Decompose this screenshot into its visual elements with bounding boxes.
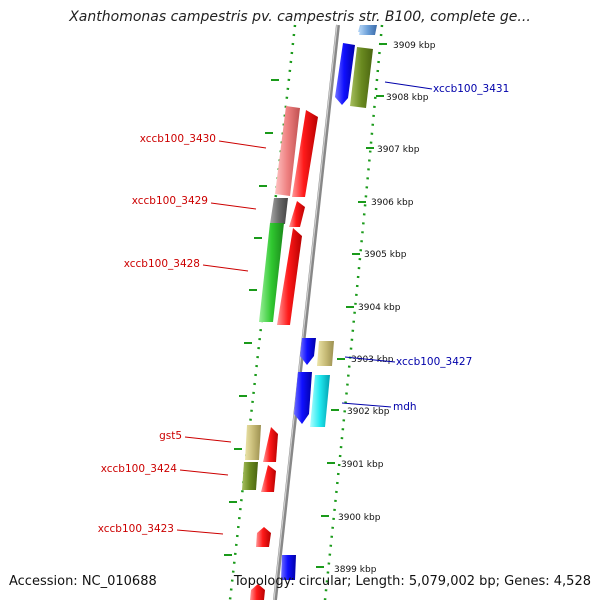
cds-gst5-khaki <box>245 425 261 460</box>
gene-label-xccb100-3424[interactable]: xccb100_3424 <box>101 463 178 475</box>
page-title: Xanthomonas campestris pv. campestris st… <box>69 9 531 25</box>
tick-label-3900: 3900 kbp <box>338 513 381 523</box>
cds-3432-sky <box>359 25 377 35</box>
reverse-strand-features <box>281 25 377 580</box>
cds-3424-red <box>261 465 276 492</box>
tick-label-3905: 3905 kbp <box>364 250 407 260</box>
cds-3428-green <box>259 223 284 322</box>
gene-label-xccb100-3428[interactable]: xccb100_3428 <box>124 258 200 270</box>
gene-label-xccb100-3429[interactable]: xccb100_3429 <box>132 195 208 207</box>
cds-3431-blue <box>335 43 355 105</box>
dotted-ring-inner <box>228 24 297 600</box>
accession-text: Accession: NC_010688 <box>9 574 157 589</box>
gene-label-xccb100-3430[interactable]: xccb100_3430 <box>140 133 216 145</box>
topology-text: Topology: circular; Length: 5,079,002 bp… <box>233 574 591 589</box>
tick-label-3907: 3907 kbp <box>377 145 420 155</box>
cds-3422-blue <box>281 555 296 580</box>
cds-3430-pink <box>275 106 300 196</box>
label-leader-lines <box>176 81 433 535</box>
gene-label-mdh[interactable]: mdh <box>393 401 417 413</box>
tick-marks <box>224 43 387 568</box>
genome-backbone-highlight <box>273 24 338 600</box>
cds-3428-red <box>277 228 302 325</box>
cds-mdh-blue <box>294 372 312 424</box>
cds-3429-red <box>289 201 305 227</box>
gene-label-xccb100-3423[interactable]: xccb100_3423 <box>98 523 174 535</box>
tick-label-3902: 3902 kbp <box>347 407 390 417</box>
tick-label-3899: 3899 kbp <box>334 565 377 575</box>
tick-label-3909: 3909 kbp <box>393 41 436 51</box>
cds-3429-gray <box>270 198 288 224</box>
cds-3430-red <box>292 110 318 197</box>
cds-3424-olive <box>242 462 258 490</box>
gene-label-gst5[interactable]: gst5 <box>159 430 182 442</box>
tick-label-3904: 3904 kbp <box>358 303 401 313</box>
forward-strand-features <box>242 106 318 600</box>
cds-3423-red <box>256 527 271 547</box>
gene-label-xccb100-3431[interactable]: xccb100_3431 <box>433 83 509 95</box>
tick-label-3908: 3908 kbp <box>386 93 429 103</box>
genome-backbone <box>273 24 340 600</box>
cds-3427-blue <box>300 338 316 365</box>
tick-label-3901: 3901 kbp <box>341 460 384 470</box>
gene-label-xccb100-3427[interactable]: xccb100_3427 <box>396 356 472 368</box>
dotted-ring-outer <box>323 24 384 600</box>
tick-label-3906: 3906 kbp <box>371 198 414 208</box>
cds-gst5-red <box>263 427 278 462</box>
cds-mdh-cyan <box>310 375 330 427</box>
cds-3431-olive <box>350 47 373 108</box>
cds-3422-red <box>250 584 265 600</box>
cds-3427-khaki <box>317 341 334 366</box>
